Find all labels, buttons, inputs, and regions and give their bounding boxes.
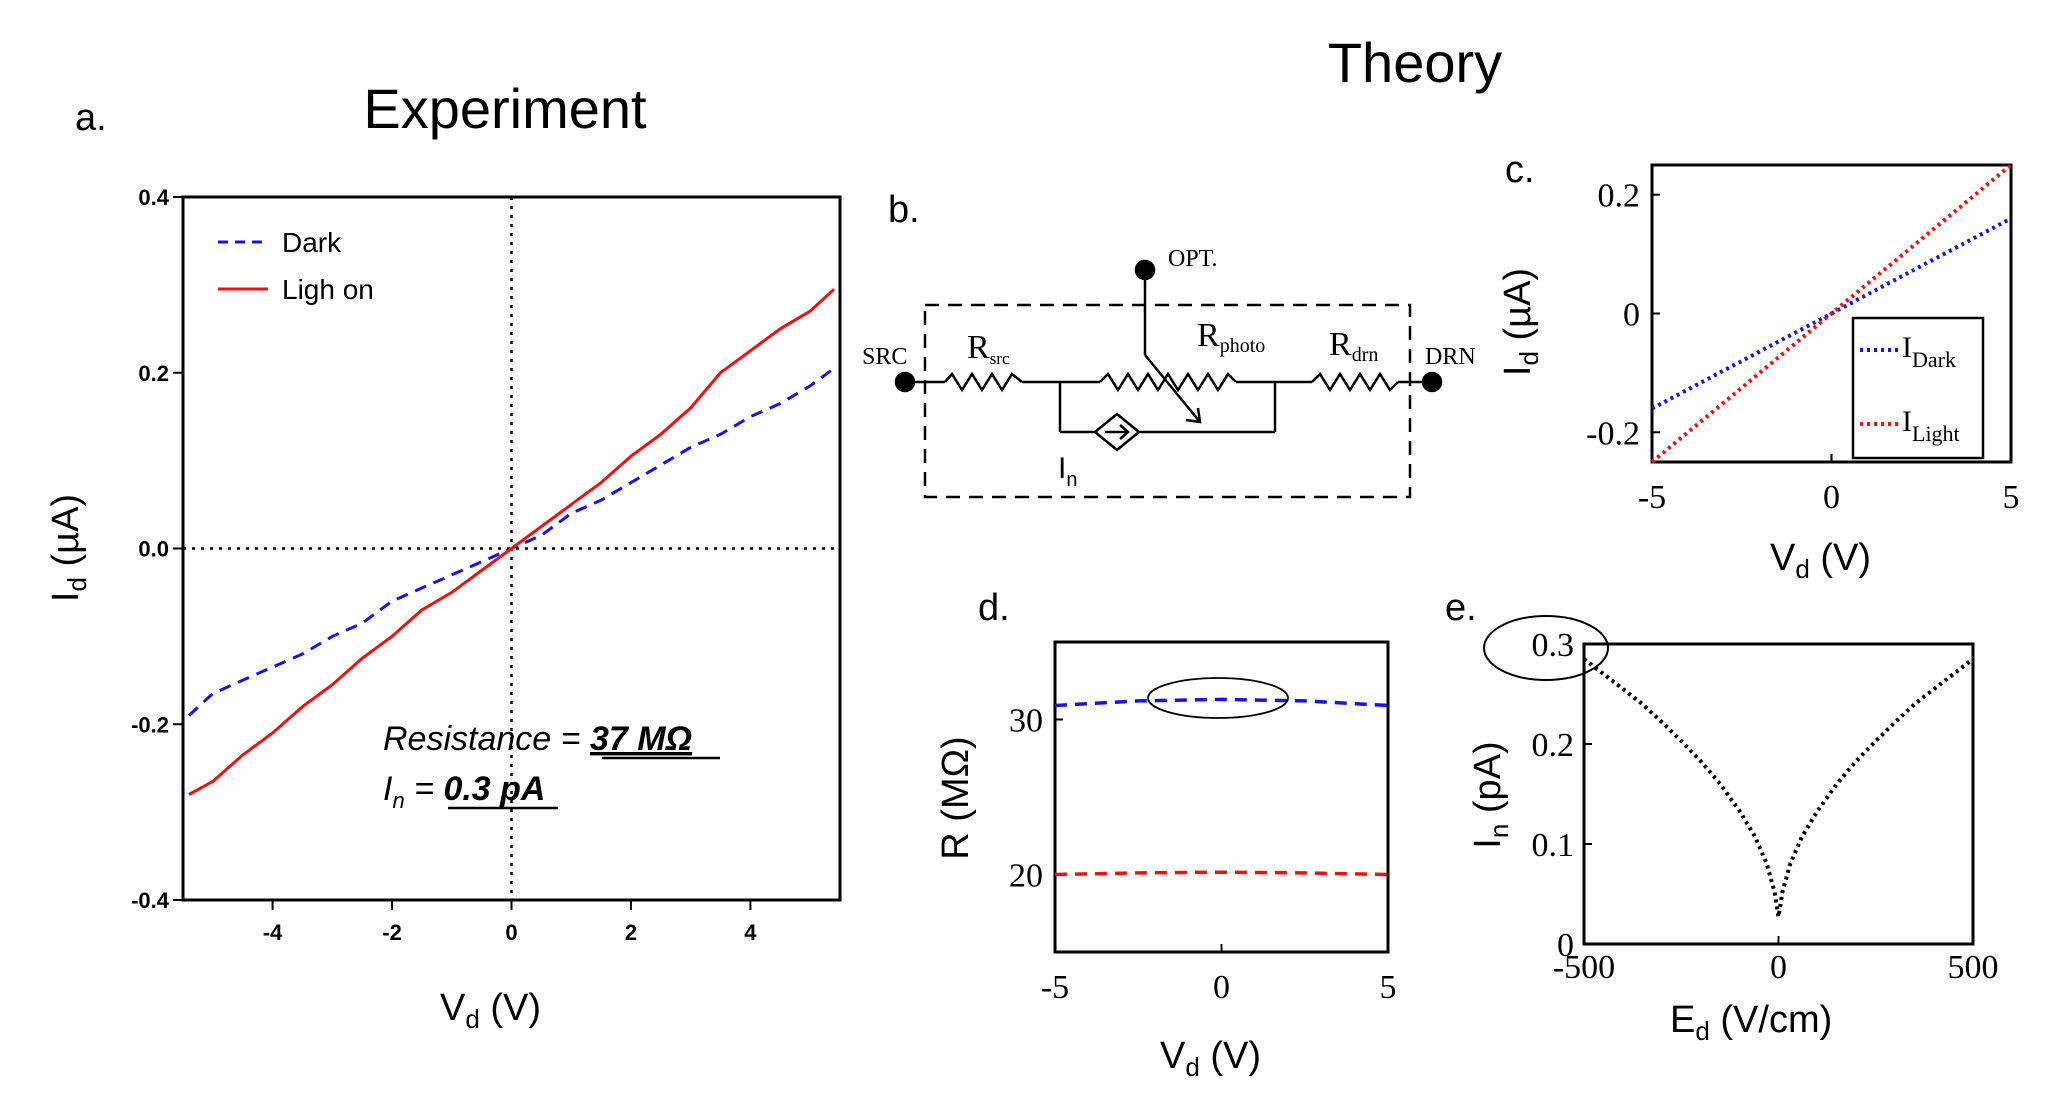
resistor-src — [944, 371, 1023, 393]
panel-letter-d: d. — [978, 587, 1010, 629]
chart-e-ytick-label: 0 — [1557, 927, 1574, 964]
chart-a-ytick-label: 0.4 — [138, 185, 169, 210]
axis-title-c-x: Vd (V) — [1770, 537, 1871, 584]
chart-e-frame — [1582, 642, 1975, 946]
panel-letter-e: e. — [1445, 587, 1477, 629]
legend-label-dark: Dark — [282, 227, 342, 258]
chart-a-xtick-label: 4 — [744, 920, 757, 945]
chart-d-series-0 — [1054, 697, 1389, 708]
chart-c: -5 0 5 -0.2 0 0.2 IDark ILight Vd (V) Id (µA) — [1497, 163, 2020, 584]
chart-c-xtick-label: 5 — [2003, 479, 2020, 516]
chart-c-ytick-label: 0 — [1623, 297, 1640, 334]
circuit-label-r-photo: Rphoto — [1197, 317, 1265, 357]
resistor-photo — [1099, 371, 1237, 393]
circuit-label-src: SRC — [862, 344, 907, 370]
section-title-theory: Theory — [1328, 31, 1502, 94]
legend-label-c-light: ILight — [1902, 405, 1960, 446]
chart-a-ytick-label: 0.2 — [138, 361, 169, 386]
chart-c-legend-box — [1851, 316, 1985, 460]
chart-e-highlight-ellipse — [1483, 615, 1609, 681]
chart-c-xtick-label: 0 — [1823, 479, 1840, 516]
chart-a-ytick-label: -0.2 — [131, 712, 169, 737]
chart-e-series-0 — [1582, 657, 1975, 918]
panel-letter-a: a. — [75, 97, 107, 139]
chart-e-ytick-label: 0.2 — [1532, 727, 1575, 764]
panel-letter-b: b. — [888, 189, 920, 231]
chart-c-series-1 — [1650, 163, 2013, 464]
chart-d-xtick-label: 0 — [1213, 969, 1230, 1006]
chart-d-series-1 — [1054, 870, 1389, 877]
chart-a-ytick-label: -0.4 — [131, 888, 170, 913]
chart-e-ytick-label: 0.3 — [1532, 627, 1575, 664]
axis-title-d-y: R (MΩ) — [935, 736, 977, 859]
circuit-label-drn: DRN — [1425, 344, 1476, 370]
legend-label-light: Ligh on — [282, 274, 374, 305]
annotation-noise: In = 0.3 pA — [383, 770, 546, 813]
chart-c-xtick-label: -5 — [1638, 479, 1666, 516]
axis-title-d-x: Vd (V) — [1160, 1035, 1261, 1082]
axis-title-e-x: Ed (V/cm) — [1670, 999, 1832, 1046]
chart-e-xtick-label: 500 — [1948, 949, 1999, 986]
circuit-label-r-src: Rsrc — [967, 329, 1010, 368]
chart-c-ytick-label: 0.2 — [1598, 178, 1641, 215]
chart-d-xtick-label: -5 — [1041, 969, 1069, 1006]
circuit-label-r-drn: Rdrn — [1329, 326, 1378, 366]
circuit-label-i-n: In — [1058, 452, 1077, 491]
panel-letter-c: c. — [1505, 149, 1535, 191]
annotation-resistance: Resistance = 37 MΩ — [383, 720, 692, 758]
chart-d-xtick-label: 5 — [1380, 969, 1397, 1006]
chart-d-ytick-label: 30 — [1009, 703, 1043, 740]
chart-e-xtick-label: 0 — [1770, 949, 1787, 986]
axis-title-a-x: Vd (V) — [440, 987, 541, 1034]
chart-c-ytick-label: -0.2 — [1586, 415, 1640, 452]
chart-d: -5 0 5 20 30 Vd (V) R (MΩ) — [935, 640, 1397, 1082]
chart-e-ytick-label: 0.1 — [1532, 827, 1575, 864]
circuit-diagram — [894, 259, 1443, 499]
axis-title-a-y: Id (µA) — [45, 494, 92, 602]
chart-e-xtick-label: -500 — [1553, 949, 1615, 986]
chart-a: -4 -2 0 2 4 -0.4 -0.2 0.0 0.2 0.4 Dark Ligh on Vd… — [45, 185, 842, 1034]
chart-a-ytick-label: 0.0 — [138, 537, 169, 562]
circuit-dashed-box — [923, 303, 1412, 499]
axis-title-c-y: Id (µA) — [1497, 268, 1544, 376]
chart-d-frame — [1053, 640, 1390, 954]
photo-resistor-arrow — [1144, 354, 1201, 423]
section-title-experiment: Experiment — [363, 77, 647, 140]
chart-d-highlight-ellipse — [1147, 677, 1289, 719]
chart-a-xtick-label: -4 — [263, 920, 283, 945]
chart-a-xtick-label: -2 — [382, 920, 402, 945]
chart-a-xtick-label: 0 — [505, 920, 517, 945]
legend-label-c-dark: IDark — [1902, 331, 1956, 372]
axis-title-e-y: In (pA) — [1467, 741, 1514, 848]
chart-d-ytick-label: 20 — [1009, 858, 1043, 895]
circuit-label-opt: OPT. — [1168, 246, 1218, 272]
chart-a-xtick-label: 2 — [625, 920, 637, 945]
resistor-drn — [1311, 371, 1399, 393]
